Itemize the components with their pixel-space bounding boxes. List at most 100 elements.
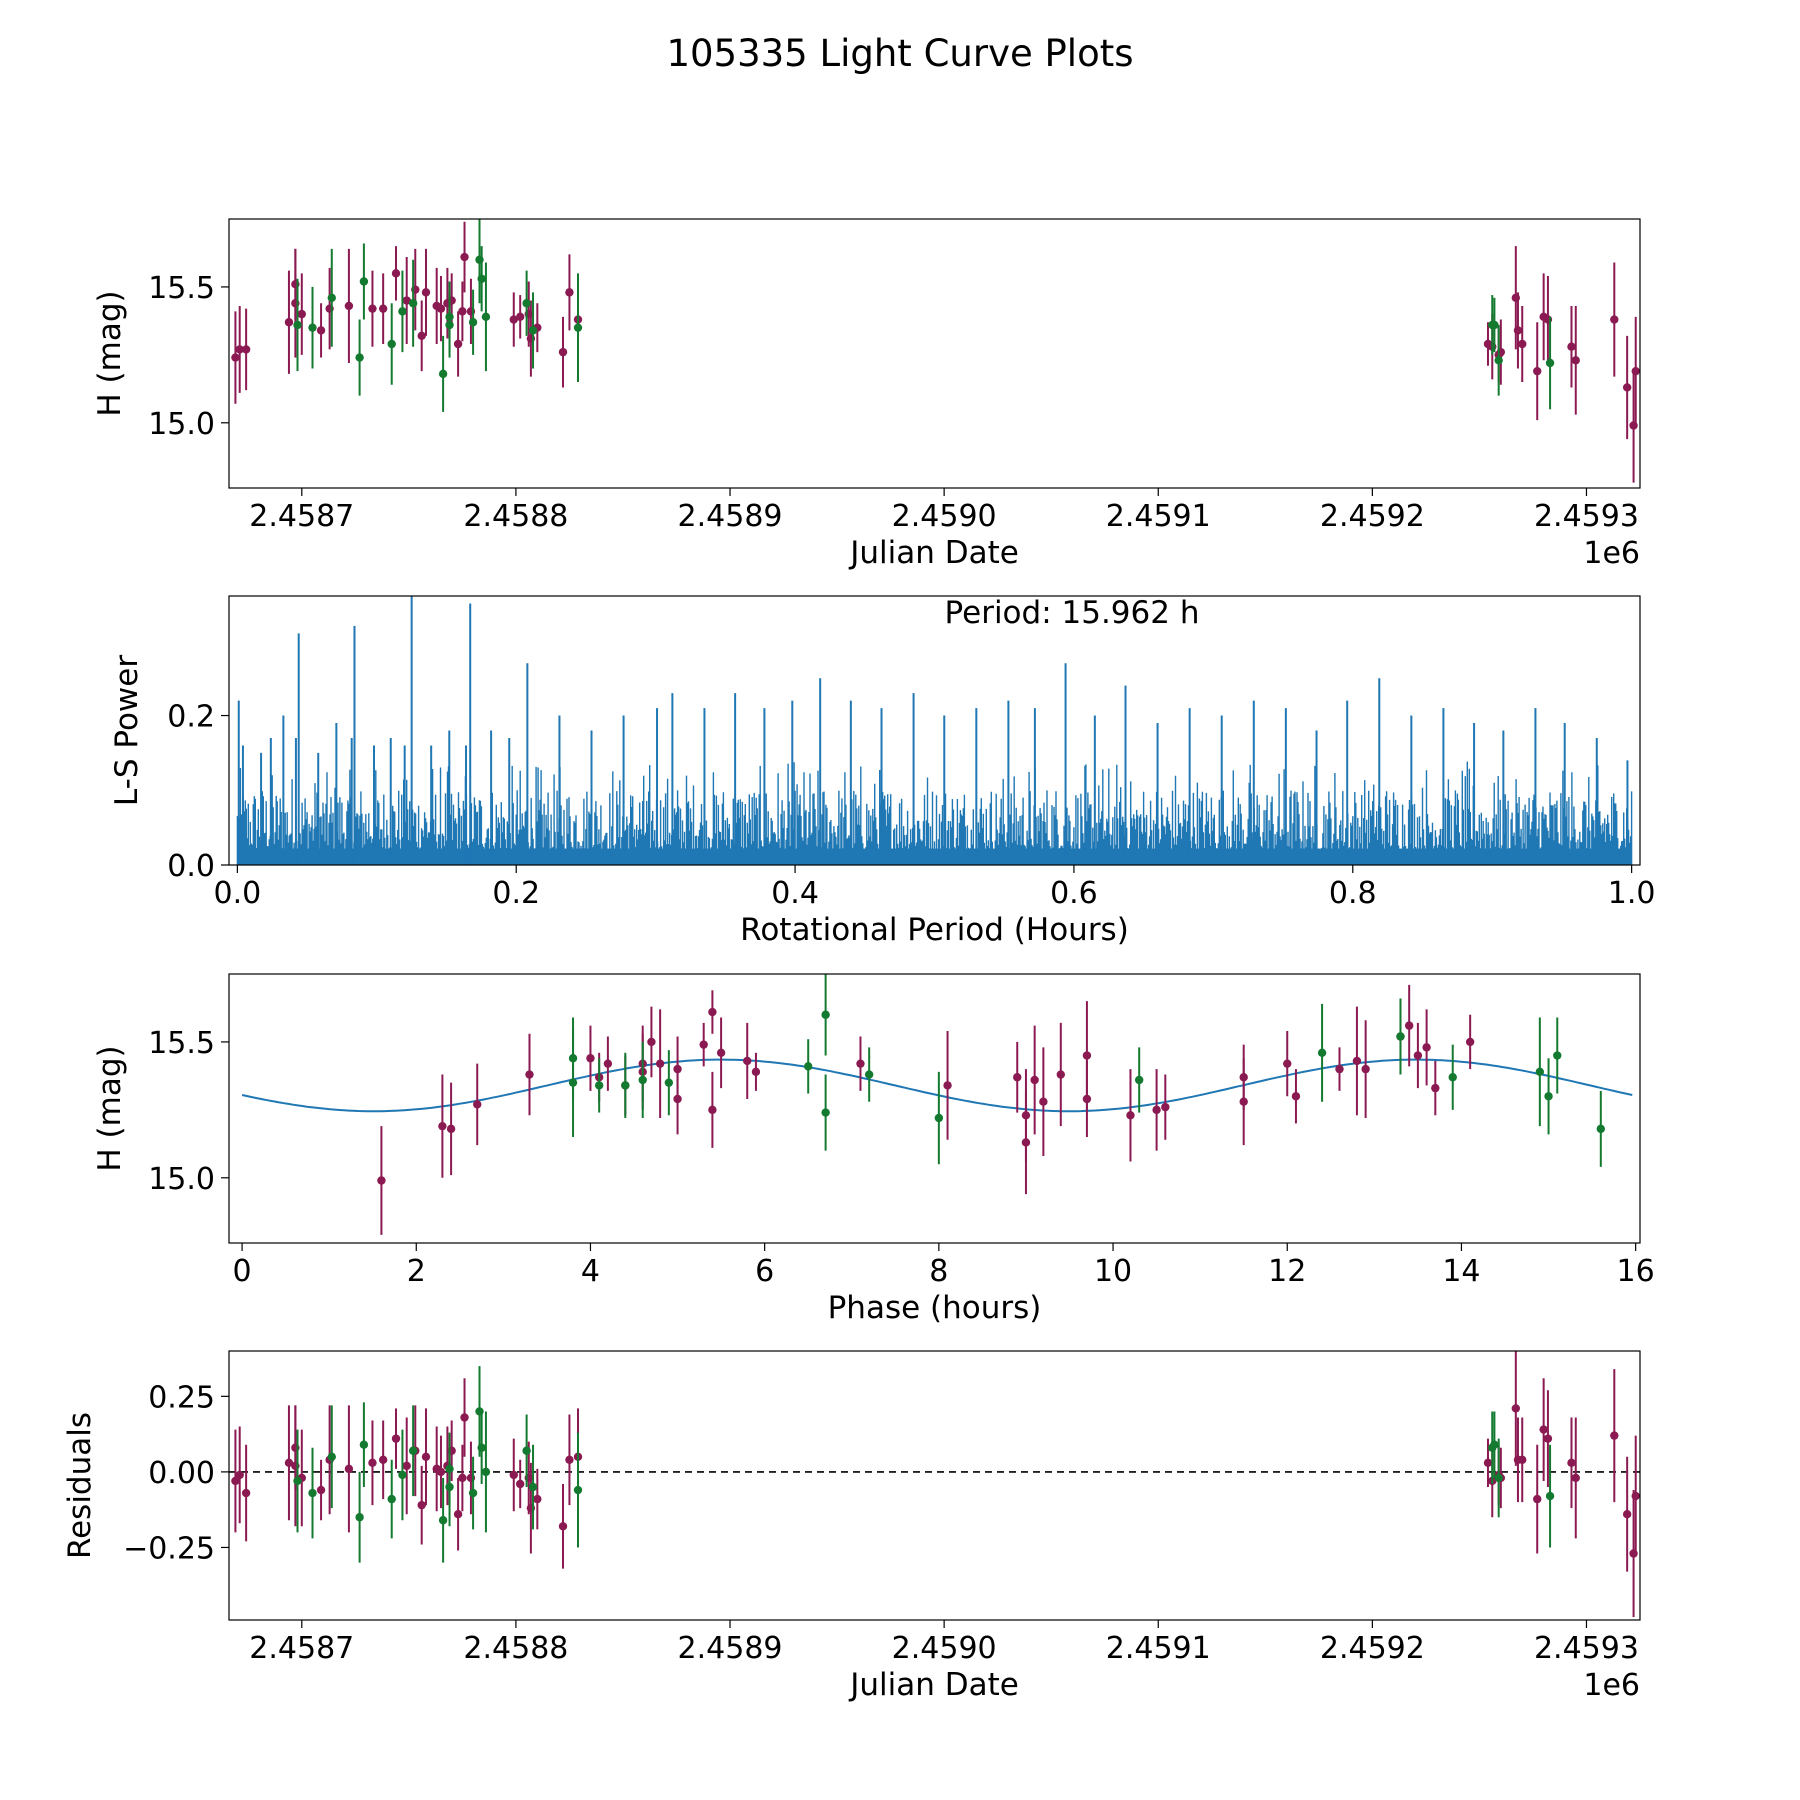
lightcurve-point-band_r (1533, 366, 1542, 376)
periodogram-xtick-label: 0.8 (1329, 876, 1377, 911)
residuals-ytick-label: 0.00 (148, 1456, 215, 1491)
lightcurve-xlabel: Julian Date (848, 535, 1019, 571)
residuals-point-band_g (477, 1443, 486, 1452)
lightcurve-offset-label: 1e6 (1583, 536, 1640, 571)
lightcurve-point-band_g (308, 323, 317, 332)
lightcurve-point-band_r (1631, 366, 1640, 376)
phased-point-band_r (1161, 1102, 1170, 1112)
phased-point-band_g (621, 1081, 630, 1090)
phased-point-band_r (1039, 1097, 1048, 1106)
phased-point-band_r (751, 1067, 761, 1077)
lightcurve-point-band_r (1518, 339, 1527, 349)
residuals-point-band_g (445, 1482, 454, 1492)
residuals-point-band_r (1533, 1494, 1542, 1504)
residuals-point-band_r (231, 1476, 240, 1486)
periodogram-xlabel: Rotational Period (Hours) (740, 912, 1129, 948)
phased-xtick-label: 10 (1094, 1254, 1132, 1289)
periodogram-xtick-label: 0.6 (1050, 876, 1098, 911)
lightcurve-point-band_g (481, 312, 491, 322)
residuals-point-band_r (421, 1452, 431, 1461)
lightcurve-point-band_r (558, 347, 568, 357)
phased-xtick-label: 8 (929, 1254, 948, 1289)
phased-point-band_r (1082, 1051, 1092, 1060)
residuals-point-band_g (359, 1440, 369, 1449)
lightcurve-point-band_r (515, 312, 525, 322)
lightcurve-point-band_r (509, 315, 518, 324)
lightcurve-point-band_r (458, 307, 467, 316)
periodogram-plot-area (236, 596, 1633, 865)
residuals-xtick-label: 2.4593 (1534, 1631, 1639, 1666)
phased-point-band_r (1413, 1051, 1423, 1060)
residuals-xtick-label: 2.4591 (1106, 1631, 1211, 1666)
phased-point-band_g (1553, 1051, 1562, 1060)
phased-point-band_r (1422, 1043, 1431, 1052)
lightcurve-xtick-label: 2.4591 (1106, 499, 1211, 534)
lightcurve-point-band_r (402, 296, 411, 305)
phased-point-band_g (664, 1078, 674, 1087)
phased-point-band_g (934, 1113, 944, 1123)
residuals-xtick-label: 2.4592 (1320, 1631, 1425, 1666)
lightcurve-point-band_g (445, 312, 454, 322)
lightcurve-point-band_g (355, 353, 364, 362)
residuals-point-band_r (1543, 1434, 1553, 1443)
residuals-point-band_g (327, 1452, 336, 1461)
residuals-point-band_g (1494, 1473, 1503, 1483)
phased-xtick-label: 12 (1268, 1254, 1306, 1289)
phased-point-band_r (716, 1048, 726, 1057)
periodogram-ytick-label: 0.0 (167, 849, 215, 884)
phased-point-band_r (1291, 1092, 1301, 1101)
residuals-point-band_r (509, 1470, 518, 1480)
periodogram-xtick-label: 1.0 (1608, 876, 1656, 911)
residuals-point-band_r (402, 1461, 411, 1471)
lightcurve-point-band_r (421, 288, 431, 297)
residuals-point-band_r (1483, 1458, 1493, 1468)
lightcurve-point-band_r (1610, 315, 1619, 324)
phased-xtick-label: 16 (1617, 1254, 1655, 1289)
phased-point-band_r (1082, 1094, 1092, 1104)
phased-point-band_g (1448, 1073, 1457, 1082)
residuals-point-band_r (417, 1500, 426, 1510)
phased-point-band_r (1465, 1037, 1475, 1047)
residuals-point-band_r (235, 1470, 244, 1480)
phased-point-band_r (1013, 1073, 1022, 1082)
residuals-point-band_r (458, 1473, 467, 1483)
lightcurve-point-band_r (1571, 356, 1580, 365)
phased-point-band_r (699, 1040, 708, 1049)
lightcurve-xtick-label: 2.4588 (463, 499, 568, 534)
phased-point-band_g (1596, 1124, 1606, 1134)
phased-point-band_r (856, 1059, 865, 1068)
residuals-plot-area (229, 1351, 1640, 1617)
lightcurve-point-band_r (391, 269, 401, 278)
residuals-point-band_r (453, 1510, 463, 1519)
residuals-point-band_r (1539, 1425, 1548, 1434)
lightcurve-xtick-label: 2.4592 (1320, 499, 1425, 534)
residuals-point-band_r (368, 1458, 377, 1468)
residuals-point-band_r (391, 1434, 401, 1443)
lightcurve-point-band_r (378, 304, 388, 313)
lightcurve-xtick-label: 2.4590 (892, 499, 997, 534)
phased-ytick-label: 15.5 (148, 1026, 215, 1061)
lightcurve-xtick-label: 2.4587 (249, 499, 354, 534)
residuals-point-band_r (1571, 1473, 1580, 1483)
phased-point-band_g (864, 1070, 874, 1079)
residuals-point-band_r (515, 1479, 525, 1489)
phased-point-band_r (708, 1007, 717, 1017)
lightcurve-point-band_r (284, 318, 294, 327)
phased-point-band_g (1544, 1092, 1553, 1101)
residuals-point-band_r (1518, 1455, 1527, 1465)
phased-point-band_r (377, 1176, 386, 1185)
lightcurve-point-band_g (359, 277, 369, 286)
phased-point-band_r (1021, 1111, 1031, 1120)
residuals-point-band_g (528, 1482, 538, 1492)
periodogram-xtick-label: 0.0 (214, 876, 262, 911)
phased-xlabel: Phase (hours) (828, 1290, 1042, 1326)
residuals-xtick-label: 2.4587 (249, 1631, 354, 1666)
lightcurve-point-band_r (231, 353, 240, 362)
residuals-point-band_r (344, 1464, 354, 1474)
lightcurve-point-band_g (1490, 320, 1499, 330)
phased-xtick-label: 2 (407, 1254, 426, 1289)
lightcurve-point-band_g (408, 299, 418, 308)
phased-ylabel: H (mag) (92, 1045, 128, 1171)
phased-point-band_r (1030, 1075, 1039, 1085)
